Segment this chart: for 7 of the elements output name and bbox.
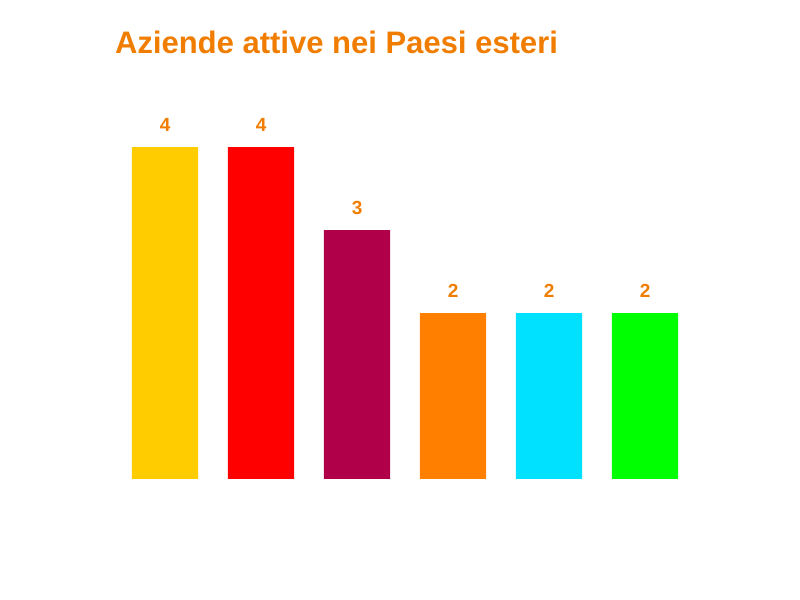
data-label: 2 (544, 281, 554, 302)
data-label: 4 (160, 115, 171, 136)
chart-title: Aziende attive nei Paesi esteri (115, 25, 558, 60)
data-label: 4 (256, 115, 267, 136)
data-label: 3 (352, 198, 362, 219)
data-label: 2 (448, 281, 458, 302)
data-label: 2 (640, 281, 650, 302)
